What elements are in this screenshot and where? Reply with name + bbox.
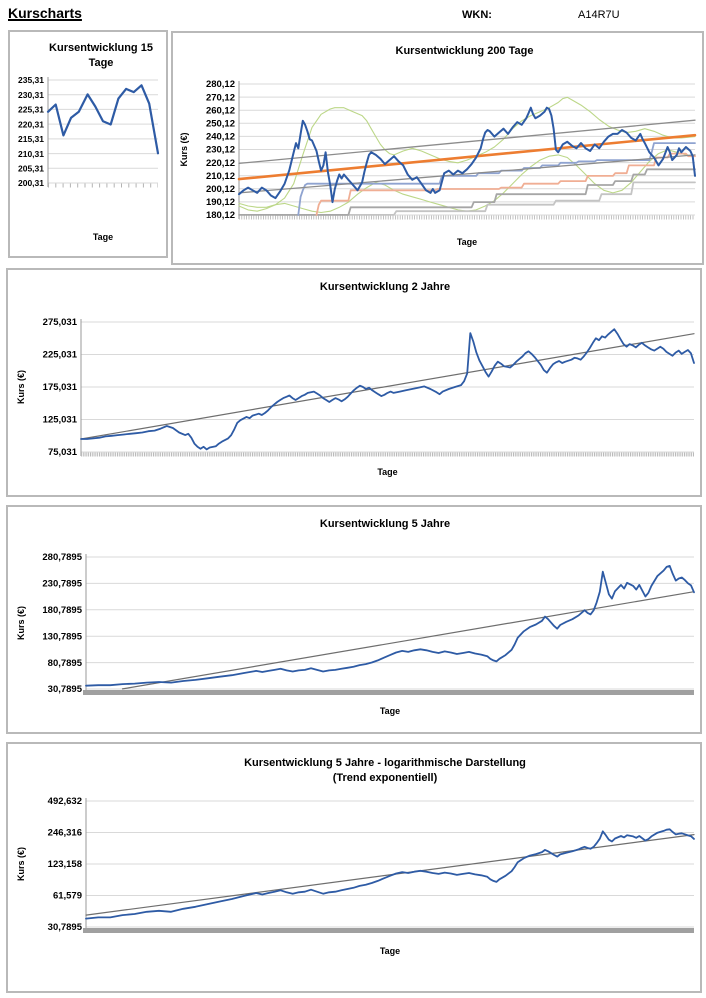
chart-canvas-200-tage: 280,12 270,12 260,12 250,12 240,12 230,12 220,…: [179, 79, 697, 247]
y-tick-label: 230,7895: [42, 579, 82, 590]
y-tick-label: 123,158: [48, 859, 82, 870]
x-axis-watermark: Tage: [377, 467, 397, 477]
y-tick-label: 215,31: [18, 134, 44, 144]
y-tick-label: 225,31: [18, 105, 44, 115]
y-tick-label: 235,31: [18, 75, 44, 85]
series-kurs: [80, 328, 695, 451]
chart-title-2-jahre: Kursentwicklung 2 Jahre: [319, 281, 451, 293]
series-kanal-oben: [238, 119, 696, 165]
chart-title-5-jahre: Kursentwicklung 5 Jahre: [319, 518, 451, 530]
chart-box-15-tage: 235,31 230,31 225,31 220,31 215,31 210,31 205,…: [8, 30, 168, 258]
y-tick-label: 205,31: [18, 163, 44, 173]
series-stufe-grau-2: [274, 181, 696, 216]
x-axis-watermark: Tage: [380, 706, 400, 716]
series-stufe-grau-1: [238, 168, 696, 216]
y-axis-title: Kurs (€): [16, 370, 26, 404]
y-tick-label: 30,7895: [48, 922, 83, 933]
y-tick-label: 210,31: [18, 149, 44, 159]
series-trend-linear: [237, 133, 697, 181]
chart-title-15-tage: Kursentwicklung 15 Tage: [49, 42, 153, 69]
y-tick-label: 492,632: [48, 796, 82, 807]
y-tick-label: 61,579: [53, 891, 82, 902]
series-kurs: [46, 84, 160, 155]
wkn-label: WKN:: [462, 9, 492, 21]
series-band-oben: [238, 96, 696, 208]
chart-box-5-jahre: 280,7895 230,7895 180,7895 130,7895 80,7895 3…: [6, 505, 702, 734]
y-tick-label: 280,7895: [42, 552, 82, 563]
y-tick-label: 220,31: [18, 119, 44, 129]
series-trend-linear: [80, 333, 695, 440]
chart-title-200-tage: Kursentwicklung 200 Tage: [395, 45, 534, 57]
series-kurs: [85, 828, 695, 920]
y-tick-label: 230,31: [18, 90, 44, 100]
series-kurs: [238, 106, 696, 204]
x-axis-watermark: Tage: [457, 237, 477, 247]
y-tick-label: 30,7895: [48, 684, 83, 695]
chart-canvas-5-jahre-log: 492,632 246,316 123,158 61,579 30,7895 Tage Ku…: [16, 796, 695, 956]
y-tick-label: 80,7895: [48, 658, 83, 669]
y-tick-label: 275,031: [43, 317, 78, 328]
y-tick-label: 130,7895: [42, 631, 82, 642]
y-tick-label: 190,12: [206, 197, 235, 208]
wkn-value: A14R7U: [578, 9, 620, 21]
page-title: Kurscharts: [8, 5, 82, 21]
chart-title-5-jahre-log: Kursentwicklung 5 Jahre - logarithmische…: [244, 757, 526, 784]
y-tick-label: 125,031: [43, 415, 78, 426]
series-kanal-unten: [238, 154, 696, 194]
y-tick-label: 220,12: [206, 158, 235, 169]
y-axis-title: Kurs (€): [16, 847, 26, 881]
chart-box-2-jahre: 275,031 225,031 175,031 125,031 75,031 Tage Ku…: [6, 268, 702, 497]
y-tick-label: 250,12: [206, 119, 235, 130]
y-tick-label: 280,12: [206, 79, 235, 90]
x-axis-watermark: Tage: [380, 946, 400, 956]
y-tick-label: 180,7895: [42, 605, 82, 616]
y-tick-label: 240,12: [206, 132, 235, 143]
y-tick-label: 210,12: [206, 171, 235, 182]
series-trend-linear: [121, 591, 695, 690]
y-tick-label: 180,12: [206, 210, 235, 221]
y-axis-title: Kurs (€): [16, 606, 26, 640]
chart-canvas-15-tage: 235,31 230,31 225,31 220,31 215,31 210,31 205,…: [18, 75, 160, 242]
y-tick-label: 270,12: [206, 92, 235, 103]
chart-canvas-2-jahre: 275,031 225,031 175,031 125,031 75,031 Tage Ku…: [16, 317, 695, 477]
y-axis-title: Kurs (€): [179, 132, 189, 166]
y-tick-label: 75,031: [48, 447, 78, 458]
y-tick-label: 175,031: [43, 382, 78, 393]
chart-box-5-jahre-log: 492,632 246,316 123,158 61,579 30,7895 Tage Ku…: [6, 742, 702, 993]
y-tick-label: 230,12: [206, 145, 235, 156]
y-tick-label: 200,31: [18, 178, 44, 188]
series-kurs: [85, 565, 695, 687]
series-stufe-blau: [297, 142, 696, 216]
chart-box-200-tage: 280,12 270,12 260,12 250,12 240,12 230,12 220,…: [171, 31, 704, 265]
x-axis-watermark: Tage: [93, 232, 113, 242]
chart-canvas-5-jahre: 280,7895 230,7895 180,7895 130,7895 80,7895 3…: [16, 552, 695, 716]
y-tick-label: 225,031: [43, 350, 78, 361]
y-tick-label: 246,316: [48, 828, 82, 839]
y-tick-label: 260,12: [206, 105, 235, 116]
y-tick-label: 200,12: [206, 184, 235, 195]
